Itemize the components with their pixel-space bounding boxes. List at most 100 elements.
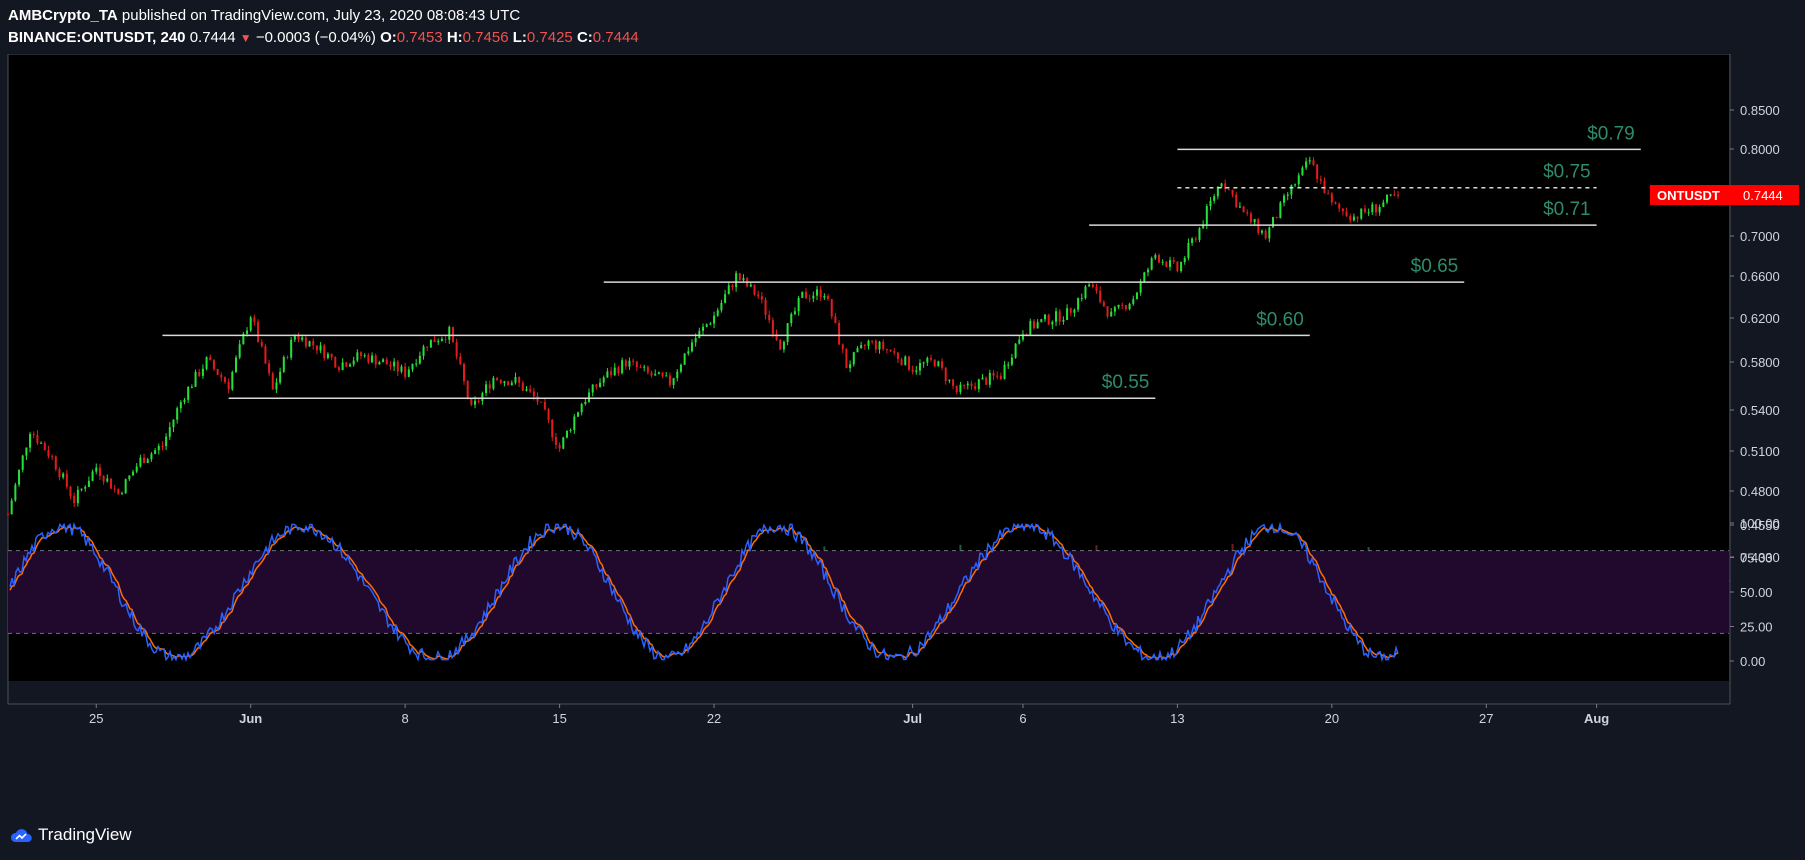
candle-body[interactable] — [1099, 290, 1102, 302]
candle-body[interactable] — [404, 366, 407, 377]
candle-body[interactable] — [1165, 261, 1168, 267]
candle-body[interactable] — [988, 372, 991, 385]
candle-body[interactable] — [1055, 311, 1058, 322]
candle-body[interactable] — [889, 349, 892, 352]
candle-body[interactable] — [827, 296, 830, 299]
candle-body[interactable] — [385, 359, 388, 365]
candle-body[interactable] — [54, 456, 57, 470]
candle-body[interactable] — [312, 341, 315, 346]
candle-body[interactable] — [190, 386, 193, 388]
candle-body[interactable] — [709, 323, 712, 325]
candle-body[interactable] — [819, 289, 822, 298]
candle-body[interactable] — [952, 379, 955, 386]
candle-body[interactable] — [1271, 217, 1275, 228]
candle-body[interactable] — [654, 373, 657, 376]
candle-body[interactable] — [1146, 269, 1149, 273]
candle-body[interactable] — [157, 445, 160, 451]
candle-body[interactable] — [1356, 216, 1359, 219]
candle-body[interactable] — [1283, 195, 1286, 203]
candle-body[interactable] — [915, 370, 918, 372]
candle-body[interactable] — [341, 362, 344, 370]
candle-body[interactable] — [1279, 202, 1282, 219]
candle-body[interactable] — [1106, 306, 1109, 317]
candle-body[interactable] — [507, 381, 510, 386]
candle-body[interactable] — [451, 326, 454, 343]
candle-body[interactable] — [356, 352, 359, 361]
candle-body[interactable] — [264, 346, 267, 364]
candle-body[interactable] — [426, 346, 429, 348]
candle-body[interactable] — [694, 338, 697, 343]
candle-body[interactable] — [904, 356, 907, 366]
candle-body[interactable] — [554, 437, 557, 445]
candle-body[interactable] — [705, 324, 708, 327]
candle-body[interactable] — [1110, 311, 1113, 317]
candle-body[interactable] — [87, 480, 90, 487]
candle-body[interactable] — [1135, 292, 1138, 300]
candle-body[interactable] — [1253, 219, 1256, 223]
candle-body[interactable] — [282, 356, 285, 372]
candle-body[interactable] — [996, 375, 999, 377]
candle-body[interactable] — [205, 357, 208, 369]
candle-body[interactable] — [209, 357, 212, 361]
candle-body[interactable] — [1308, 160, 1311, 162]
candle-body[interactable] — [860, 345, 863, 349]
candle-body[interactable] — [547, 409, 550, 420]
candle-body[interactable] — [36, 434, 39, 443]
candle-body[interactable] — [150, 453, 153, 460]
time-axis[interactable] — [8, 681, 1729, 705]
candle-body[interactable] — [1029, 320, 1032, 335]
candle-body[interactable] — [179, 402, 182, 409]
candle-body[interactable] — [1238, 206, 1241, 208]
candle-body[interactable] — [764, 299, 767, 315]
candle-body[interactable] — [271, 373, 274, 390]
candle-body[interactable] — [154, 450, 157, 454]
candle-body[interactable] — [514, 377, 517, 383]
candle-body[interactable] — [1088, 284, 1091, 287]
candle-body[interactable] — [812, 295, 815, 299]
candle-body[interactable] — [1224, 183, 1227, 190]
candle-body[interactable] — [348, 364, 352, 367]
candle-body[interactable] — [422, 346, 425, 356]
candle-body[interactable] — [47, 450, 50, 457]
candle-body[interactable] — [661, 372, 664, 377]
candle-body[interactable] — [297, 334, 300, 340]
candle-body[interactable] — [1080, 297, 1083, 299]
candle-body[interactable] — [51, 456, 54, 458]
candle-body[interactable] — [665, 375, 668, 377]
candle-body[interactable] — [444, 338, 447, 340]
candle-body[interactable] — [1161, 261, 1164, 263]
candle-body[interactable] — [1275, 217, 1278, 219]
candle-body[interactable] — [117, 488, 120, 494]
candle-body[interactable] — [10, 500, 13, 515]
candle-body[interactable] — [400, 366, 403, 372]
candle-body[interactable] — [1003, 364, 1006, 380]
candle-body[interactable] — [363, 355, 366, 357]
candle-body[interactable] — [650, 372, 653, 376]
candle-body[interactable] — [1157, 255, 1161, 263]
candle-body[interactable] — [808, 298, 811, 300]
candle-body[interactable] — [1172, 260, 1175, 262]
candle-body[interactable] — [455, 342, 458, 357]
price-axis[interactable] — [1730, 54, 1805, 681]
candle-body[interactable] — [610, 371, 613, 376]
candle-body[interactable] — [628, 360, 631, 367]
candle-body[interactable] — [492, 377, 495, 389]
candle-body[interactable] — [1382, 202, 1385, 207]
candle-body[interactable] — [977, 379, 980, 390]
candle-body[interactable] — [1330, 193, 1333, 203]
price-pane[interactable] — [8, 54, 1729, 576]
candle-body[interactable] — [176, 408, 179, 420]
candle-body[interactable] — [782, 341, 785, 350]
candle-body[interactable] — [613, 367, 616, 376]
candle-body[interactable] — [602, 377, 605, 383]
candle-body[interactable] — [985, 377, 988, 385]
candle-body[interactable] — [352, 360, 355, 365]
candle-body[interactable] — [779, 339, 782, 350]
candle-body[interactable] — [742, 278, 745, 281]
candle-body[interactable] — [521, 382, 524, 391]
candle-body[interactable] — [529, 389, 532, 392]
candle-body[interactable] — [558, 444, 561, 449]
candle-body[interactable] — [367, 355, 370, 363]
candle-body[interactable] — [275, 382, 278, 390]
candle-body[interactable] — [1036, 322, 1039, 329]
